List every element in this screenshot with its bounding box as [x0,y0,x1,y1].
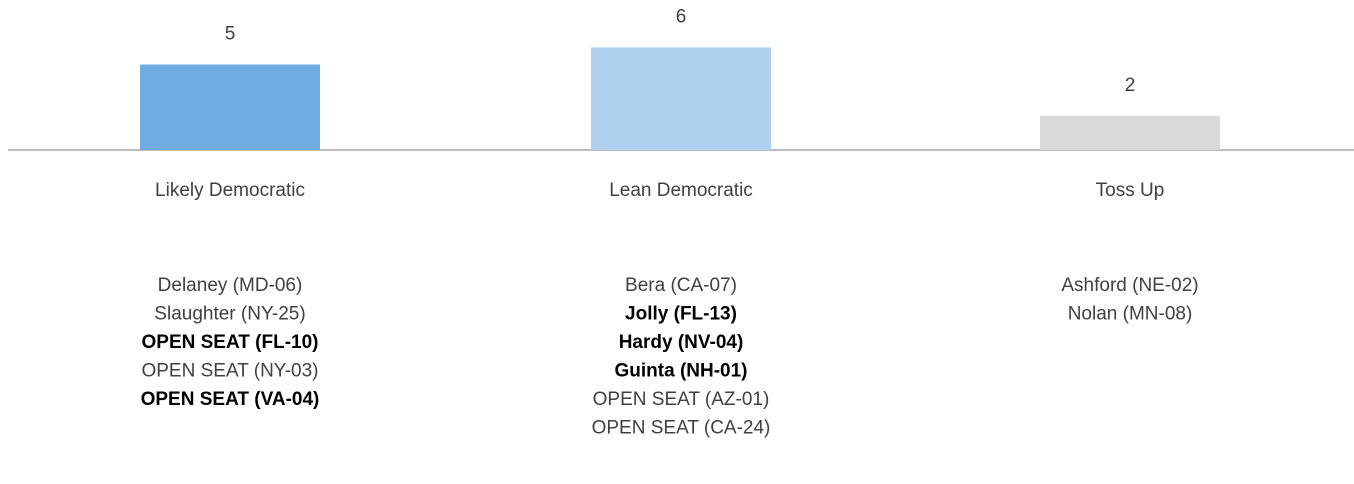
member-name: Delaney (MD-06) [158,275,303,296]
value-label: 2 [1125,75,1136,96]
bar [591,47,771,150]
category-label: Likely Democratic [155,180,305,201]
category-label: Lean Democratic [609,180,753,201]
member-name: Nolan (MN-08) [1068,304,1193,325]
member-name: OPEN SEAT (VA-04) [141,389,320,410]
member-name: OPEN SEAT (FL-10) [142,332,319,353]
category-label: Toss Up [1096,180,1165,201]
member-name: Jolly (FL-13) [625,304,737,325]
member-name: Bera (CA-07) [625,275,737,296]
member-name: Slaughter (NY-25) [154,304,305,325]
member-name: OPEN SEAT (NY-03) [141,361,318,382]
bar [140,64,320,150]
member-name: Hardy (NV-04) [619,332,744,353]
member-name: OPEN SEAT (AZ-01) [593,389,770,410]
member-name: Guinta (NH-01) [615,361,748,382]
value-label: 6 [676,6,687,27]
bar [1040,115,1220,150]
member-name: Ashford (NE-02) [1061,275,1198,296]
member-name: OPEN SEAT (CA-24) [592,418,771,439]
value-label: 5 [225,24,236,45]
